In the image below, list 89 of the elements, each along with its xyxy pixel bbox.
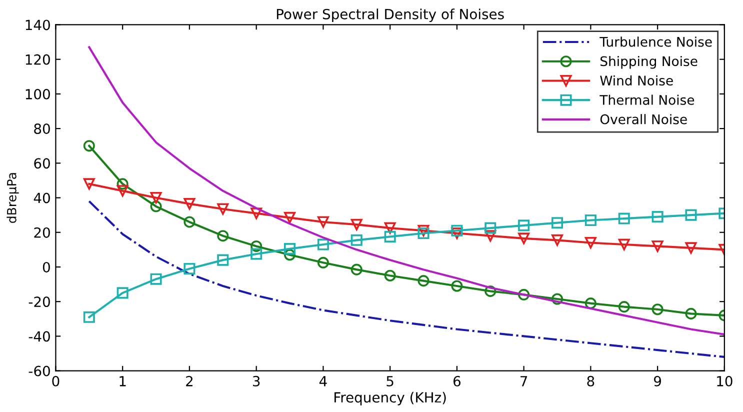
point [350, 234, 362, 246]
point [418, 224, 430, 236]
point [250, 208, 262, 220]
point [217, 230, 229, 242]
chart-title: Power Spectral Density of Noises [276, 8, 504, 22]
point [518, 288, 530, 300]
y-tick-label: -20 [28, 296, 50, 308]
point [284, 243, 296, 255]
x-tick-label: 10 [717, 376, 732, 386]
point [284, 212, 296, 224]
x-tick-label: 6 [453, 376, 460, 386]
point [150, 192, 162, 204]
point [652, 240, 664, 252]
legend-label: Thermal Noise [600, 94, 694, 105]
point [350, 264, 362, 276]
point [484, 230, 496, 242]
point [350, 218, 362, 230]
x-tick-label: 3 [252, 376, 260, 386]
point [418, 275, 430, 287]
point [384, 222, 396, 234]
point [317, 216, 329, 228]
point [83, 178, 95, 190]
point [484, 285, 496, 297]
x-tick-label: 0 [52, 376, 60, 386]
point [184, 262, 196, 274]
point [217, 254, 229, 266]
legend-label: Shipping Noise [600, 56, 698, 69]
y-tick-label: 40 [34, 192, 50, 204]
point [451, 227, 463, 239]
x-axis-title: Frequency (KHz) [334, 392, 446, 406]
point [150, 200, 162, 212]
x-tick-label: 4 [319, 376, 327, 386]
point [217, 203, 229, 215]
y-tick-label: 20 [34, 227, 50, 238]
legend-label: Overall Noise [600, 114, 687, 124]
point [184, 216, 196, 228]
point [618, 212, 630, 224]
point [685, 308, 697, 320]
y-tick-label: 140 [26, 20, 50, 30]
point [418, 227, 430, 239]
point [618, 301, 630, 313]
y-axis-title: dBreμPa [6, 173, 19, 223]
y-tick-label: 80 [34, 124, 50, 134]
point [116, 287, 128, 299]
point [83, 311, 95, 323]
y-tick-label: 120 [26, 54, 50, 65]
point [83, 140, 95, 152]
point [317, 256, 329, 268]
y-tick-label: 0 [42, 262, 50, 272]
point [551, 234, 564, 246]
point [652, 304, 664, 316]
point [518, 232, 530, 244]
x-tick-label: 8 [587, 376, 594, 386]
x-tick-label: 9 [654, 376, 661, 386]
point [685, 209, 697, 221]
point [618, 238, 630, 250]
legend-label: Wind Noise [600, 75, 673, 86]
point [652, 211, 664, 223]
point [284, 249, 296, 261]
point [584, 298, 596, 310]
x-tick-label: 1 [120, 376, 126, 386]
y-tick-label: 60 [34, 158, 50, 169]
line-series [88, 200, 724, 358]
x-tick-label: 2 [186, 376, 192, 386]
point [250, 240, 262, 252]
point [551, 293, 564, 305]
point [116, 185, 128, 197]
point [584, 214, 596, 226]
point [150, 273, 162, 285]
point [484, 222, 496, 234]
point [451, 280, 463, 292]
point [685, 242, 697, 254]
point [184, 198, 196, 210]
point [250, 248, 262, 260]
point [551, 217, 564, 229]
y-tick-label: -60 [28, 366, 50, 376]
x-tick-label: 5 [386, 376, 394, 386]
y-tick-label: -40 [28, 331, 50, 342]
point [451, 224, 463, 236]
point [384, 230, 396, 242]
y-tick-label: 100 [26, 88, 50, 100]
point [518, 220, 530, 232]
legend-label: Turbulence Noise [600, 36, 712, 47]
point [116, 178, 128, 190]
point [584, 236, 596, 249]
line-series [88, 46, 724, 336]
point [317, 238, 329, 250]
point [384, 270, 396, 282]
x-tick-label: 7 [520, 376, 528, 386]
